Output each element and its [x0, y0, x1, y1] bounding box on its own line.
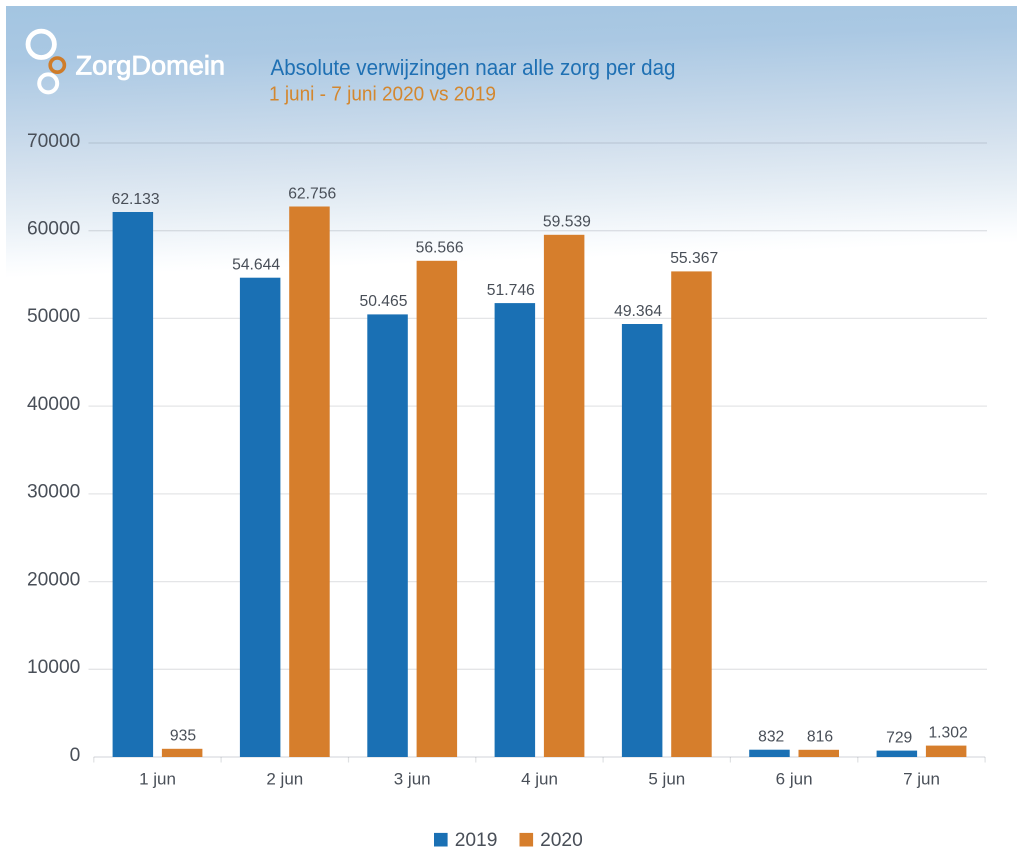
svg-text:832: 832 — [758, 729, 784, 746]
svg-text:5 jun: 5 jun — [648, 770, 685, 789]
svg-text:816: 816 — [807, 729, 833, 746]
svg-text:62.133: 62.133 — [112, 191, 160, 208]
svg-text:2 jun: 2 jun — [266, 770, 303, 789]
svg-text:6 jun: 6 jun — [776, 770, 813, 789]
svg-text:1 juni - 7 juni 2020 vs 2019: 1 juni - 7 juni 2020 vs 2019 — [269, 83, 496, 105]
svg-text:54.644: 54.644 — [232, 257, 280, 274]
svg-text:729: 729 — [886, 729, 912, 746]
svg-text:2020: 2020 — [540, 830, 583, 851]
svg-text:30000: 30000 — [27, 482, 80, 503]
svg-text:70000: 70000 — [27, 131, 80, 152]
svg-text:20000: 20000 — [27, 569, 80, 590]
svg-text:40000: 40000 — [27, 394, 80, 415]
svg-text:60000: 60000 — [27, 219, 80, 240]
svg-text:1 jun: 1 jun — [139, 770, 176, 789]
svg-text:50000: 50000 — [27, 306, 80, 327]
svg-text:3 jun: 3 jun — [394, 770, 431, 789]
svg-text:4 jun: 4 jun — [521, 770, 558, 789]
svg-text:55.367: 55.367 — [670, 250, 718, 267]
svg-text:1.302: 1.302 — [928, 724, 967, 741]
svg-text:Absolute verwijzingen naar all: Absolute verwijzingen naar alle zorg per… — [271, 55, 676, 80]
svg-text:935: 935 — [170, 728, 196, 745]
svg-text:62.756: 62.756 — [288, 185, 336, 202]
svg-text:ZorgDomein: ZorgDomein — [76, 51, 226, 81]
svg-text:49.364: 49.364 — [614, 303, 662, 320]
svg-text:0: 0 — [70, 745, 81, 766]
svg-text:2019: 2019 — [455, 830, 498, 851]
svg-text:7 jun: 7 jun — [903, 770, 940, 789]
svg-text:50.465: 50.465 — [360, 293, 408, 310]
svg-text:59.539: 59.539 — [543, 214, 591, 231]
svg-text:51.746: 51.746 — [487, 282, 535, 299]
svg-text:10000: 10000 — [27, 657, 80, 678]
svg-text:56.566: 56.566 — [416, 240, 464, 257]
